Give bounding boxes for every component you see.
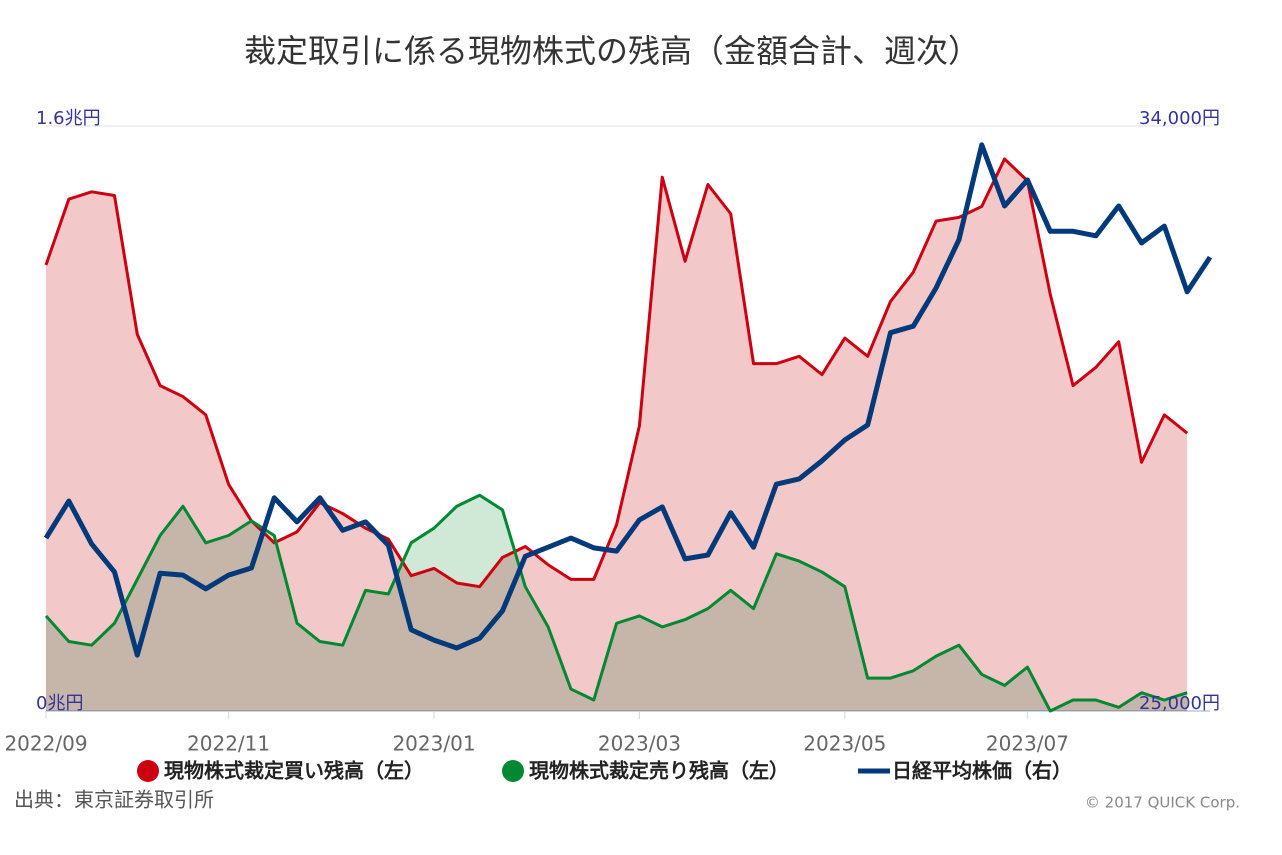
x-tick-label: 2023/05 xyxy=(803,732,886,756)
x-tick-label: 2022/11 xyxy=(187,732,270,756)
y2-tick-label: 34,000円 xyxy=(1139,108,1220,129)
y2-tick-label: 25,000円 xyxy=(1139,693,1220,714)
legend-label: 日経平均株価（右） xyxy=(892,759,1072,783)
legend-swatch xyxy=(502,760,524,782)
legend-label: 現物株式裁定買い残高（左） xyxy=(164,759,424,783)
source: 出典：東京証券取引所 xyxy=(14,788,214,812)
area xyxy=(46,158,1188,711)
chart-title: 裁定取引に係る現物株式の残高（金額合計、週次） xyxy=(244,32,980,70)
copyright: © 2017 QUICK Corp. xyxy=(1085,794,1240,812)
x-tick-label: 2023/07 xyxy=(986,732,1069,756)
y-tick-label: 0兆円 xyxy=(36,693,83,714)
x-tick-label: 2023/03 xyxy=(598,732,681,756)
line xyxy=(43,142,1213,658)
legend-swatch xyxy=(137,760,159,782)
y-tick-label: 1.6兆円 xyxy=(36,108,101,129)
line xyxy=(44,157,1189,589)
line xyxy=(44,493,1188,713)
x-tick-label: 2022/09 xyxy=(4,732,87,756)
legend-label: 現物株式裁定売り残高（左） xyxy=(529,759,789,783)
x-tick-label: 2023/01 xyxy=(392,732,475,756)
area xyxy=(46,495,1188,711)
